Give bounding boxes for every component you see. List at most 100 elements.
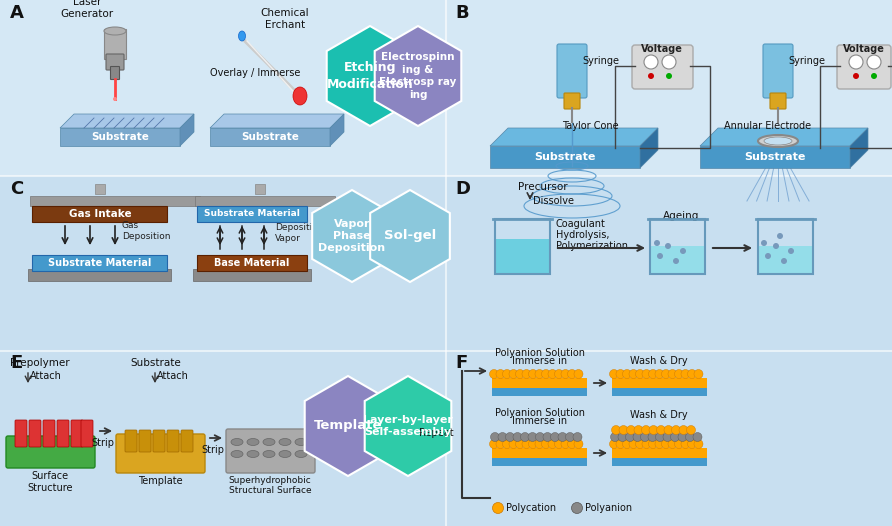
Text: Polyanion Solution: Polyanion Solution xyxy=(495,348,585,358)
Circle shape xyxy=(550,432,559,441)
Text: E: E xyxy=(10,354,22,372)
Polygon shape xyxy=(180,114,194,146)
Circle shape xyxy=(618,432,627,441)
Circle shape xyxy=(688,440,697,449)
Ellipse shape xyxy=(231,439,243,446)
Text: Gas Intake: Gas Intake xyxy=(69,209,131,219)
FancyBboxPatch shape xyxy=(111,66,120,79)
Circle shape xyxy=(853,73,859,79)
Circle shape xyxy=(648,432,657,441)
Circle shape xyxy=(516,440,524,449)
Text: Prepolymer: Prepolymer xyxy=(10,358,70,368)
Text: Immerse in: Immerse in xyxy=(512,416,567,426)
Circle shape xyxy=(663,432,672,441)
Ellipse shape xyxy=(279,450,291,458)
FancyBboxPatch shape xyxy=(612,458,707,466)
Text: Template: Template xyxy=(314,420,383,432)
Circle shape xyxy=(490,440,499,449)
Ellipse shape xyxy=(293,87,307,105)
Polygon shape xyxy=(210,114,344,128)
FancyBboxPatch shape xyxy=(612,388,707,396)
Text: Hydrolysis,: Hydrolysis, xyxy=(556,230,609,240)
Circle shape xyxy=(633,432,642,441)
Circle shape xyxy=(635,440,645,449)
Text: Voltage: Voltage xyxy=(843,44,885,54)
Circle shape xyxy=(498,432,507,441)
Circle shape xyxy=(668,440,677,449)
FancyBboxPatch shape xyxy=(226,429,315,473)
FancyBboxPatch shape xyxy=(167,430,179,452)
FancyBboxPatch shape xyxy=(153,430,165,452)
Circle shape xyxy=(656,432,665,441)
Circle shape xyxy=(522,369,531,379)
Circle shape xyxy=(867,55,881,69)
Circle shape xyxy=(662,55,676,69)
Text: Annular Electrode: Annular Electrode xyxy=(724,121,812,131)
Circle shape xyxy=(679,426,688,434)
Text: Layer-by-layer
Self-assembly: Layer-by-layer Self-assembly xyxy=(363,415,453,437)
Circle shape xyxy=(623,369,632,379)
Circle shape xyxy=(548,440,557,449)
Polygon shape xyxy=(640,128,658,168)
Circle shape xyxy=(655,440,664,449)
Text: Polyanion: Polyanion xyxy=(585,503,632,513)
Circle shape xyxy=(640,432,649,441)
Text: Deposition
Vapor: Deposition Vapor xyxy=(275,224,324,242)
Polygon shape xyxy=(370,190,450,282)
Circle shape xyxy=(516,369,524,379)
FancyBboxPatch shape xyxy=(770,93,786,109)
Text: Laser
Generator: Laser Generator xyxy=(61,0,113,19)
Text: Electrospinn
ing &
Electrosp ray
ing: Electrospinn ing & Electrosp ray ing xyxy=(379,53,457,99)
Ellipse shape xyxy=(104,27,126,35)
Circle shape xyxy=(528,369,538,379)
Circle shape xyxy=(680,248,686,254)
Circle shape xyxy=(671,432,680,441)
Text: Coagulant: Coagulant xyxy=(556,219,606,229)
Polygon shape xyxy=(60,114,194,128)
FancyBboxPatch shape xyxy=(492,378,587,388)
Text: Template: Template xyxy=(137,476,182,486)
FancyBboxPatch shape xyxy=(71,420,83,447)
FancyBboxPatch shape xyxy=(106,54,124,70)
Polygon shape xyxy=(0,0,892,176)
FancyBboxPatch shape xyxy=(492,458,587,466)
Circle shape xyxy=(629,369,638,379)
Circle shape xyxy=(616,440,625,449)
Text: Superhydrophobic
Structural Surface: Superhydrophobic Structural Surface xyxy=(228,476,311,495)
FancyBboxPatch shape xyxy=(255,184,265,194)
Circle shape xyxy=(502,369,511,379)
Circle shape xyxy=(626,426,635,434)
Polygon shape xyxy=(312,190,392,282)
Circle shape xyxy=(629,440,638,449)
Polygon shape xyxy=(210,128,330,146)
Text: Repeat: Repeat xyxy=(419,428,454,438)
Text: Ageing: Ageing xyxy=(663,211,699,221)
Circle shape xyxy=(662,440,671,449)
Circle shape xyxy=(761,240,767,246)
Polygon shape xyxy=(700,146,850,168)
Circle shape xyxy=(664,426,673,434)
Circle shape xyxy=(509,440,518,449)
Ellipse shape xyxy=(295,439,307,446)
Circle shape xyxy=(612,426,621,434)
Text: Immerse in: Immerse in xyxy=(512,356,567,366)
Circle shape xyxy=(685,432,695,441)
Circle shape xyxy=(665,243,671,249)
FancyBboxPatch shape xyxy=(28,269,171,281)
Polygon shape xyxy=(759,246,812,273)
Circle shape xyxy=(657,253,663,259)
FancyBboxPatch shape xyxy=(125,430,137,452)
Circle shape xyxy=(528,440,538,449)
Circle shape xyxy=(528,432,537,441)
FancyBboxPatch shape xyxy=(32,206,167,222)
Circle shape xyxy=(693,432,702,441)
Text: Sol-gel: Sol-gel xyxy=(384,229,436,242)
Ellipse shape xyxy=(231,450,243,458)
Text: Substrate: Substrate xyxy=(130,358,181,368)
Ellipse shape xyxy=(247,439,259,446)
Text: Substrate Material: Substrate Material xyxy=(204,209,300,218)
Circle shape xyxy=(574,440,583,449)
FancyBboxPatch shape xyxy=(197,255,307,271)
Circle shape xyxy=(673,258,679,264)
Circle shape xyxy=(674,369,683,379)
